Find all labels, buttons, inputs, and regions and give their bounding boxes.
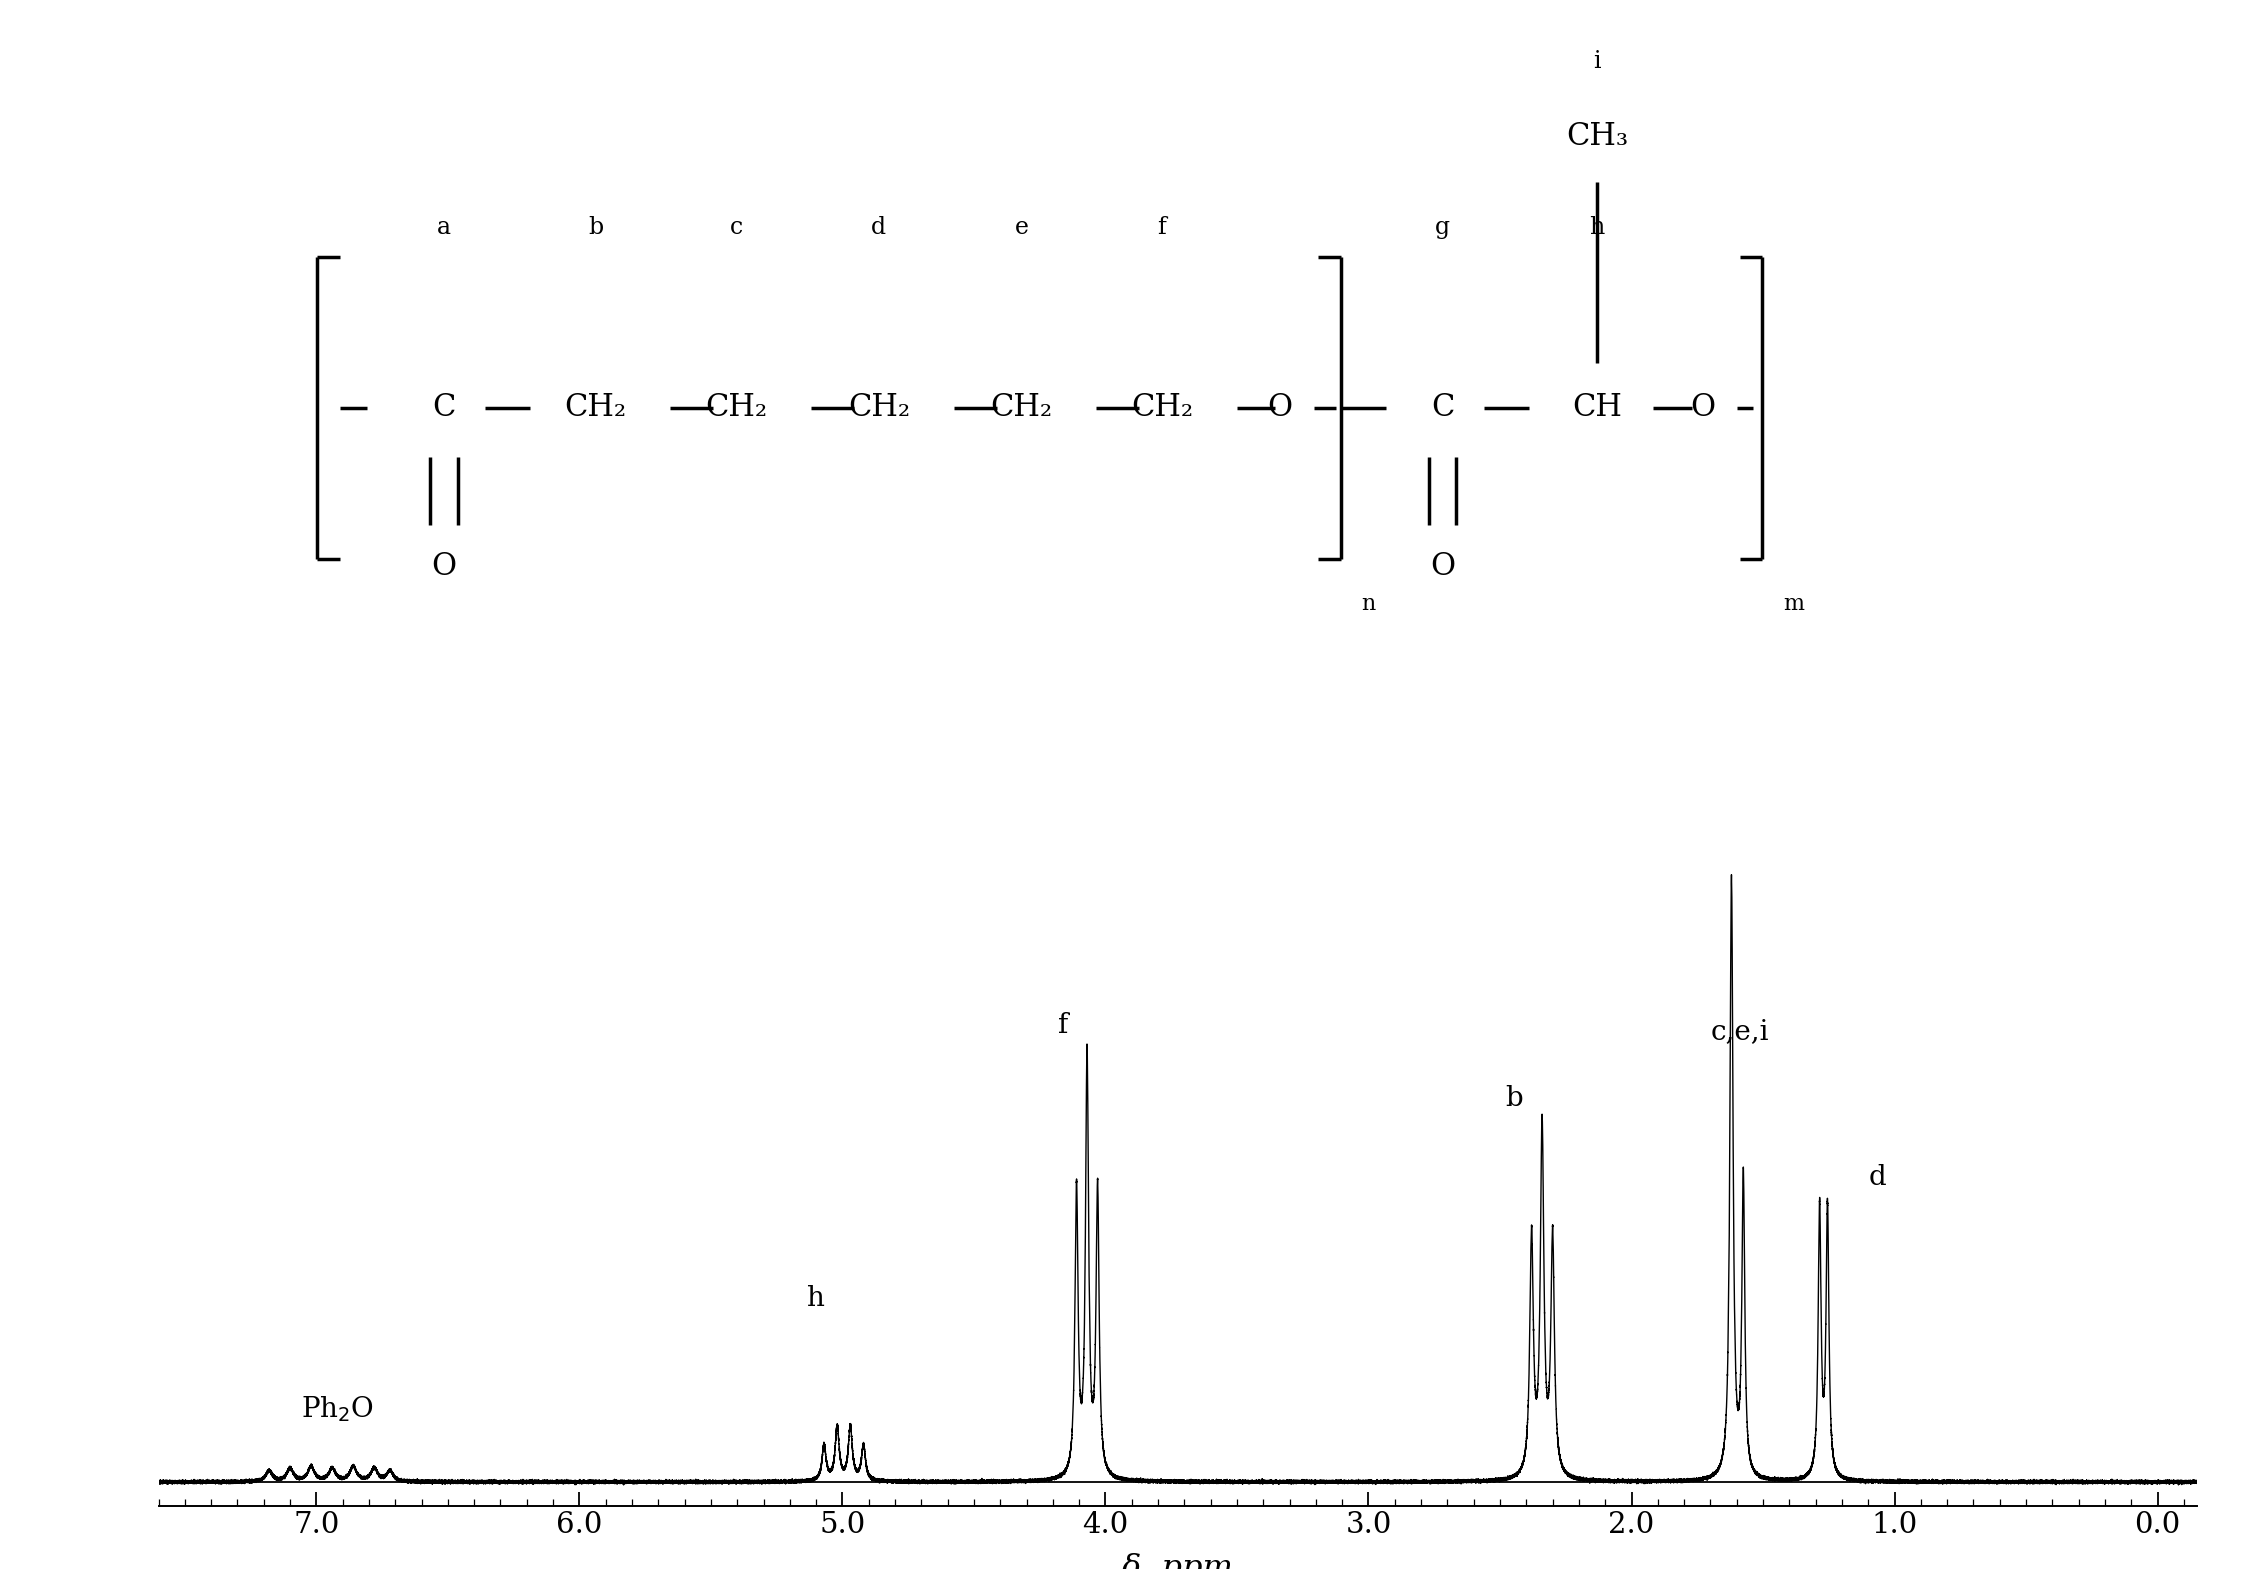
Text: h: h <box>1590 215 1604 238</box>
Text: CH₂: CH₂ <box>847 392 911 424</box>
Text: CH₂: CH₂ <box>564 392 627 424</box>
Text: h: h <box>806 1285 824 1312</box>
Text: c,e,i: c,e,i <box>1710 1018 1769 1045</box>
Text: d: d <box>1869 1164 1887 1191</box>
Text: f: f <box>1058 1012 1069 1039</box>
Text: O: O <box>1266 392 1293 424</box>
Text: CH₃: CH₃ <box>1565 121 1629 152</box>
Text: b: b <box>589 215 602 238</box>
Text: m: m <box>1783 593 1805 615</box>
Text: c: c <box>729 215 743 238</box>
Text: b: b <box>1506 1086 1522 1112</box>
X-axis label: δ, ppm: δ, ppm <box>1123 1553 1232 1569</box>
Text: CH₂: CH₂ <box>704 392 768 424</box>
Text: d: d <box>872 215 886 238</box>
Text: O: O <box>1429 551 1456 582</box>
Text: CH₂: CH₂ <box>990 392 1053 424</box>
Text: a: a <box>437 215 451 238</box>
Text: O: O <box>430 551 458 582</box>
Text: i: i <box>1592 50 1601 74</box>
Text: n: n <box>1361 593 1375 615</box>
Text: C: C <box>1431 392 1454 424</box>
Text: CH₂: CH₂ <box>1130 392 1194 424</box>
Text: e: e <box>1015 215 1028 238</box>
Text: C: C <box>433 392 455 424</box>
Text: f: f <box>1157 215 1166 238</box>
Text: g: g <box>1436 215 1450 238</box>
Text: CH: CH <box>1572 392 1622 424</box>
Text: O: O <box>1690 392 1717 424</box>
Text: Ph$_2$O: Ph$_2$O <box>301 1395 374 1425</box>
